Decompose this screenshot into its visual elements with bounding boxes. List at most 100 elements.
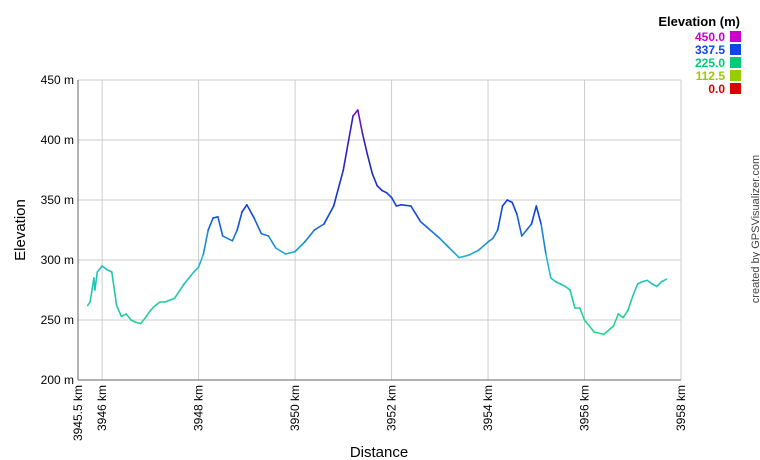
- elevation-segment: [540, 223, 547, 255]
- elevation-segment: [342, 115, 354, 171]
- elevation-segment: [525, 223, 533, 231]
- y-tick-label: 400 m: [41, 133, 74, 147]
- x-tick-label: 3948 km: [192, 385, 206, 431]
- elevation-segment: [332, 169, 345, 207]
- elevation-segment: [612, 313, 620, 327]
- x-tick-label: 3950 km: [288, 385, 302, 431]
- elevation-segment: [323, 205, 335, 225]
- elevation-segment: [593, 331, 605, 336]
- elevation-segment: [154, 301, 161, 307]
- elevation-segment: [578, 307, 586, 321]
- y-tick-label: 450 m: [41, 73, 74, 87]
- elevation-segment: [144, 309, 152, 319]
- elevation-segment: [656, 280, 663, 288]
- legend-swatch: [730, 83, 741, 94]
- elevation-segment: [89, 277, 95, 303]
- elevation-segment: [559, 283, 567, 288]
- elevation-segment: [130, 319, 137, 324]
- elevation-segment: [260, 232, 270, 237]
- elevation-segment: [520, 229, 528, 237]
- x-tick-label: 3954 km: [481, 385, 495, 431]
- elevation-segment: [477, 241, 489, 252]
- elevation-segment: [511, 201, 518, 216]
- elevation-segment: [400, 204, 412, 207]
- legend-label: 450.0: [695, 30, 725, 44]
- legend-swatch: [730, 31, 741, 42]
- x-tick-label: 3956 km: [578, 385, 592, 431]
- y-tick-label: 200 m: [41, 373, 74, 387]
- elevation-segment: [385, 192, 393, 199]
- elevation-segment: [197, 253, 205, 269]
- elevation-segment: [356, 109, 364, 135]
- elevation-segment: [660, 278, 668, 283]
- elevation-segment: [554, 280, 562, 285]
- elevation-segment: [267, 235, 277, 249]
- y-tick-label: 300 m: [41, 253, 74, 267]
- elevation-segment: [506, 199, 514, 204]
- y-axis-title: Elevation: [12, 199, 29, 261]
- elevation-segment: [641, 279, 649, 283]
- elevation-segment: [294, 241, 306, 253]
- elevation-segment: [496, 205, 504, 231]
- elevation-segment: [419, 220, 432, 231]
- elevation-segment: [236, 211, 243, 231]
- y-tick-labels: 200 m 250 m 300 m 350 m 400 m 450 m: [41, 73, 74, 387]
- elevation-segment: [212, 216, 219, 219]
- elevation-segment: [94, 271, 99, 291]
- elevation-segment: [487, 237, 494, 243]
- x-tick-label: 3946 km: [95, 385, 109, 431]
- elevation-segment: [139, 316, 147, 325]
- axes: [77, 80, 681, 381]
- elevation-segment: [149, 304, 156, 312]
- elevation-segment: [217, 216, 224, 237]
- legend-label: 112.5: [696, 69, 726, 83]
- elevation-segment: [274, 247, 287, 255]
- legend-swatch: [730, 57, 741, 68]
- elevation-segment: [173, 283, 185, 300]
- elevation-segment: [564, 285, 571, 291]
- elevation-segment: [366, 153, 374, 175]
- elevation-segment: [535, 205, 542, 225]
- elevation-segment: [371, 172, 378, 187]
- elevation-segment: [313, 223, 325, 231]
- elevation-segment: [569, 289, 576, 309]
- elevation-segment: [101, 265, 108, 271]
- credit-text: created by GPSVisualizer.com: [750, 155, 760, 303]
- elevation-segment: [207, 217, 214, 231]
- elevation-segment: [530, 205, 538, 225]
- elevation-segment: [164, 297, 176, 303]
- elevation-segment: [241, 204, 248, 213]
- elevation-segment: [467, 249, 480, 256]
- elevation-segment: [622, 309, 629, 319]
- elevation-segment: [583, 319, 596, 333]
- elevation-segment: [115, 304, 123, 318]
- elevation-segment: [352, 109, 359, 117]
- elevation-segment: [651, 283, 658, 288]
- elevation-segment: [545, 253, 552, 279]
- elevation-segment: [429, 229, 441, 240]
- legend-label: 225.0: [695, 56, 725, 70]
- elevation-segment: [381, 189, 388, 194]
- y-tick-label: 250 m: [41, 313, 74, 327]
- elevation-segment: [549, 277, 557, 283]
- legend-label: 337.5: [695, 43, 725, 57]
- legend-swatch: [730, 44, 741, 55]
- elevation-segment: [231, 229, 238, 242]
- elevation-segment: [395, 204, 403, 207]
- elevation-segment: [193, 266, 200, 273]
- legend-swatch: [730, 70, 741, 81]
- elevation-segment: [376, 184, 383, 192]
- elevation-segment: [125, 313, 132, 321]
- elevation-segment: [111, 271, 118, 307]
- elevation-line: [86, 109, 668, 336]
- elevation-segment: [284, 250, 296, 255]
- legend-title: Elevation (m): [658, 14, 740, 29]
- elevation-segment: [96, 265, 103, 273]
- elevation-segment: [221, 235, 234, 242]
- elevation-segment: [646, 279, 653, 285]
- elevation-segment: [617, 313, 624, 319]
- elevation-segment: [202, 229, 209, 255]
- elevation-segment: [458, 254, 470, 259]
